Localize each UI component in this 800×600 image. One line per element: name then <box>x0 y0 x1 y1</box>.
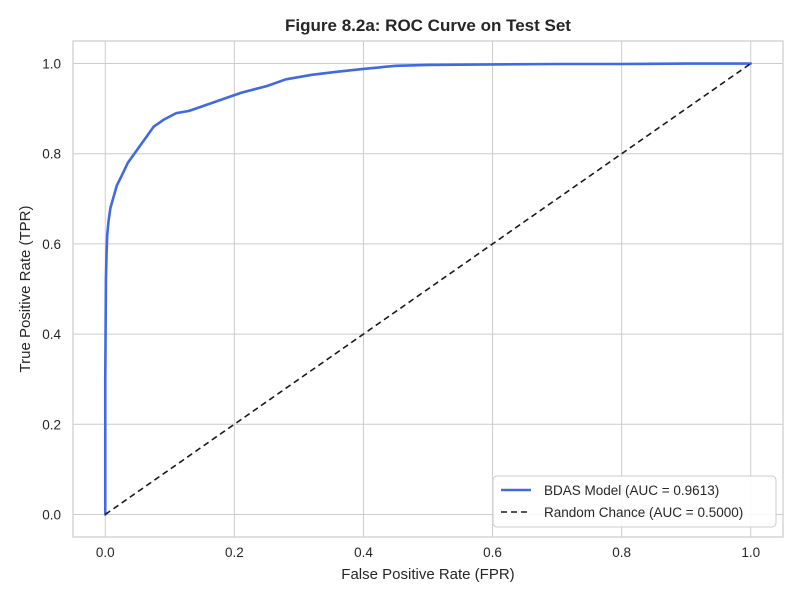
chart-title: Figure 8.2a: ROC Curve on Test Set <box>285 16 571 35</box>
legend-box <box>492 475 777 528</box>
y-tick-label: 0.2 <box>42 417 61 432</box>
y-tick-label: 0.6 <box>42 237 61 252</box>
series-layer <box>103 62 753 516</box>
x-tick-label: 0.0 <box>96 545 115 560</box>
x-axis-label: False Positive Rate (FPR) <box>341 566 514 583</box>
legend-label-bdas-model: BDAS Model (AUC = 0.9613) <box>544 483 719 498</box>
legend-label-random-chance: Random Chance (AUC = 0.5000) <box>544 505 743 520</box>
plot-frame <box>72 40 784 538</box>
y-tick-label: 0.0 <box>42 507 61 522</box>
tick-layer: 0.0 0.2 0.4 0.6 0.8 1.0 0.0 0.2 0.4 0.6 0.8 1.0 <box>42 57 760 560</box>
x-tick-label: 0.2 <box>225 545 244 560</box>
x-tick-label: 0.6 <box>483 545 502 560</box>
random-chance-line <box>104 62 752 516</box>
y-tick-label: 1.0 <box>42 57 61 72</box>
x-tick-label: 0.4 <box>354 545 373 560</box>
x-tick-label: 0.8 <box>612 545 631 560</box>
grid-layer <box>73 41 783 537</box>
y-tick-label: 0.8 <box>42 147 61 162</box>
y-tick-label: 0.4 <box>42 327 61 342</box>
y-axis-label: True Positive Rate (TPR) <box>17 206 34 373</box>
bdas-model-curve <box>103 62 753 516</box>
x-tick-label: 1.0 <box>741 545 760 560</box>
legend: BDAS Model (AUC = 0.9613) Random Chance … <box>492 475 777 528</box>
